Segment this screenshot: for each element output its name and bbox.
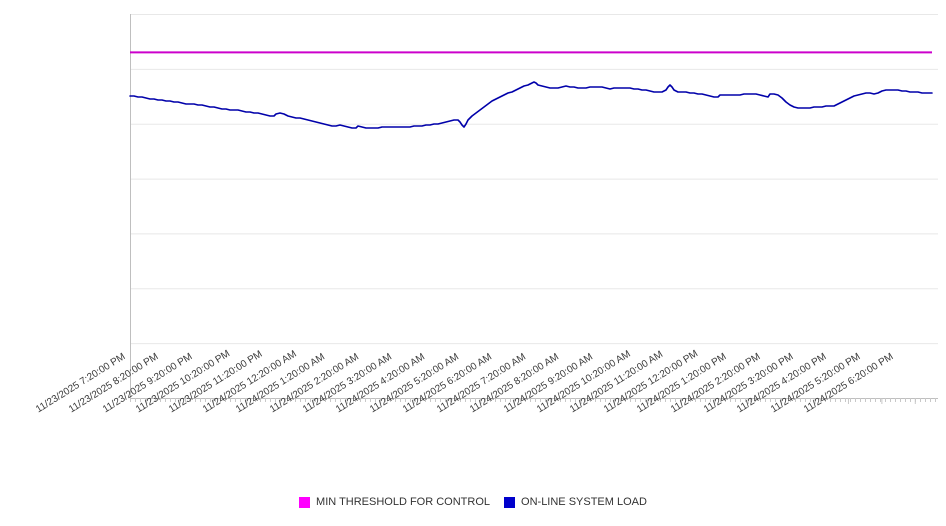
axis-lines <box>130 14 938 399</box>
legend-swatch-online-system-load <box>504 496 516 508</box>
legend-swatch-min-threshold <box>299 496 311 508</box>
legend-label-min-threshold: MIN THRESHOLD FOR CONTROL <box>316 496 491 508</box>
online-system-load-line <box>129 81 933 129</box>
gridlines <box>130 14 938 399</box>
x-axis-minor-ticks <box>130 398 936 402</box>
legend-item-min-threshold[interactable]: MIN THRESHOLD FOR CONTROL <box>299 496 490 508</box>
x-axis-major-ticks <box>146 398 916 404</box>
chart-legend: MIN THRESHOLD FOR CONTROL ON-LINE SYSTEM… <box>0 496 946 508</box>
legend-label-online-system-load: ON-LINE SYSTEM LOAD <box>521 496 647 508</box>
legend-item-online-system-load[interactable]: ON-LINE SYSTEM LOAD <box>504 496 647 508</box>
